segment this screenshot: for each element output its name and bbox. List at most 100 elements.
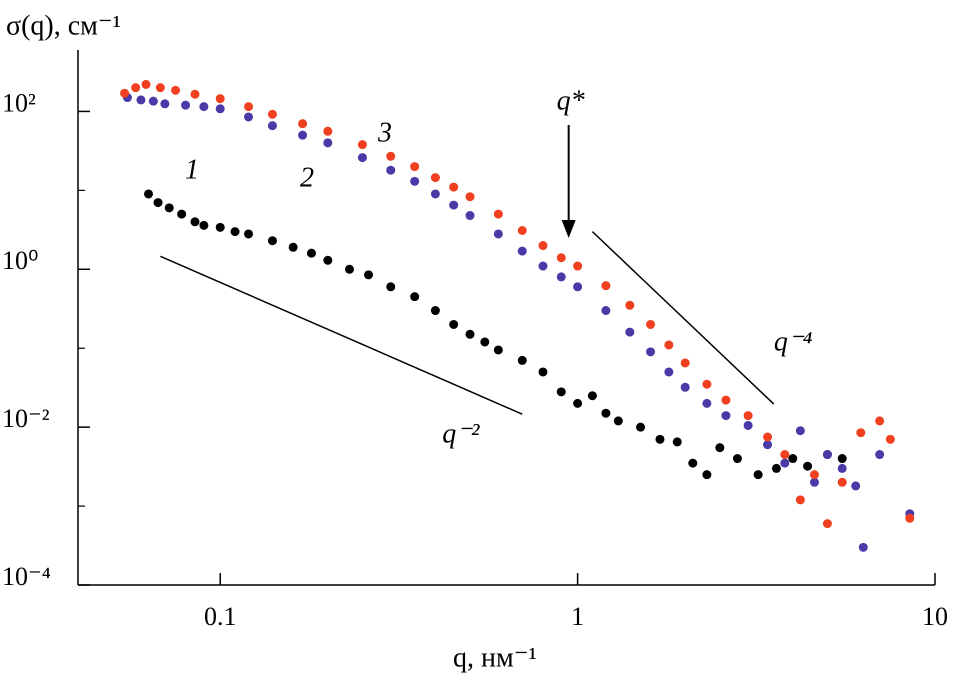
data-point — [449, 200, 459, 210]
data-point — [780, 458, 790, 468]
data-point — [702, 470, 712, 480]
data-point — [885, 434, 895, 444]
guide-label: q⁻⁴ — [774, 326, 813, 357]
data-point — [743, 420, 753, 430]
data-point — [538, 367, 548, 377]
data-point — [323, 126, 333, 136]
data-point — [298, 119, 308, 129]
data-point — [267, 121, 277, 131]
data-point — [672, 437, 682, 447]
data-point — [743, 411, 753, 421]
data-point — [230, 227, 240, 237]
data-point — [153, 198, 163, 208]
guide-line — [591, 231, 775, 405]
data-point — [822, 519, 832, 529]
data-point — [858, 542, 868, 552]
data-point — [680, 382, 690, 392]
data-point — [646, 319, 656, 329]
data-point — [721, 411, 731, 421]
y-axis-label: σ(q), см⁻¹ — [6, 10, 121, 41]
y-tick-label: 10⁻⁴ — [2, 562, 51, 591]
data-point — [215, 94, 225, 104]
data-point — [702, 398, 712, 408]
data-point — [556, 272, 566, 282]
data-point — [601, 281, 611, 291]
data-point — [837, 477, 847, 487]
data-point — [386, 151, 396, 161]
data-point — [517, 355, 527, 365]
data-point — [517, 246, 527, 256]
marker-arrowhead — [561, 220, 576, 238]
data-point — [364, 270, 374, 280]
data-point — [215, 222, 225, 232]
data-point — [199, 220, 209, 230]
data-point — [788, 454, 798, 464]
marker-label: q* — [557, 85, 585, 116]
data-point — [851, 481, 861, 491]
data-point — [556, 253, 566, 263]
data-point — [613, 416, 623, 426]
data-point — [267, 109, 277, 119]
data-point — [171, 85, 181, 95]
data-point — [837, 463, 847, 473]
data-point — [344, 264, 354, 274]
data-point — [357, 153, 367, 163]
series-label: 1 — [185, 154, 199, 185]
y-tick-label: 10⁻² — [2, 404, 50, 433]
data-point — [680, 358, 690, 368]
data-point — [573, 398, 583, 408]
data-point — [120, 88, 130, 98]
data-point — [410, 162, 420, 172]
data-point — [465, 192, 475, 202]
data-point — [190, 89, 200, 99]
data-point — [160, 99, 170, 109]
data-point — [493, 345, 503, 355]
data-point — [148, 96, 158, 106]
data-point — [430, 306, 440, 316]
data-point — [323, 138, 333, 148]
data-point — [538, 241, 548, 251]
data-point — [556, 387, 566, 397]
data-point — [480, 337, 490, 347]
data-point — [144, 189, 154, 199]
data-point — [601, 306, 611, 316]
data-point — [357, 140, 367, 150]
series-label: 2 — [300, 162, 314, 193]
data-point — [856, 428, 866, 438]
data-point — [732, 454, 742, 464]
data-point — [573, 261, 583, 271]
data-point — [625, 327, 635, 337]
data-point — [763, 432, 773, 442]
data-point — [875, 416, 885, 426]
data-point — [837, 454, 847, 464]
data-point — [465, 329, 475, 339]
data-point — [181, 100, 191, 110]
data-point — [449, 319, 459, 329]
data-point — [136, 95, 146, 105]
series-label: 3 — [377, 117, 392, 148]
guide-line — [160, 255, 523, 415]
data-point — [199, 102, 209, 112]
data-point — [809, 477, 819, 487]
data-point — [244, 112, 254, 122]
data-point — [601, 408, 611, 418]
data-point — [131, 83, 141, 93]
data-point — [905, 513, 915, 523]
data-point — [386, 282, 396, 292]
data-point — [573, 282, 583, 292]
data-point — [306, 248, 316, 258]
y-tick-label: 10² — [2, 88, 36, 117]
data-point — [267, 236, 277, 246]
data-point — [587, 391, 597, 401]
data-point — [155, 83, 165, 93]
data-point — [822, 450, 832, 460]
data-point — [244, 102, 254, 112]
guide-label: q⁻² — [442, 419, 480, 450]
data-point — [244, 229, 254, 239]
data-point — [493, 229, 503, 239]
data-point — [646, 347, 656, 357]
data-point — [517, 225, 527, 235]
y-tick-label: 10⁰ — [2, 246, 38, 275]
data-point — [323, 255, 333, 265]
